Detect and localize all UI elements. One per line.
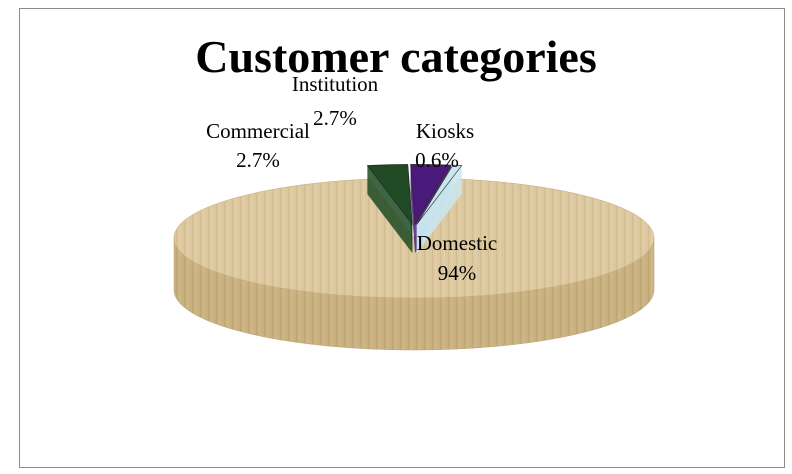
pie-slice-commercial: [366, 164, 413, 254]
slice-value-domestic: 94%: [438, 261, 477, 285]
slice-name-commercial: Commercial: [206, 119, 310, 143]
slice-value-institution: 2.7%: [313, 106, 357, 130]
slice-value-commercial: 2.7%: [236, 148, 280, 172]
chart-title: Customer categories: [195, 31, 597, 82]
pie-slice-kiosks: [416, 164, 463, 254]
slice-name-institution: Institution: [292, 72, 379, 96]
slice-name-domestic: Domestic: [417, 231, 497, 255]
slice-value-kiosks: 0.6%: [415, 148, 459, 172]
slice-name-kiosks: Kiosks: [416, 119, 474, 143]
